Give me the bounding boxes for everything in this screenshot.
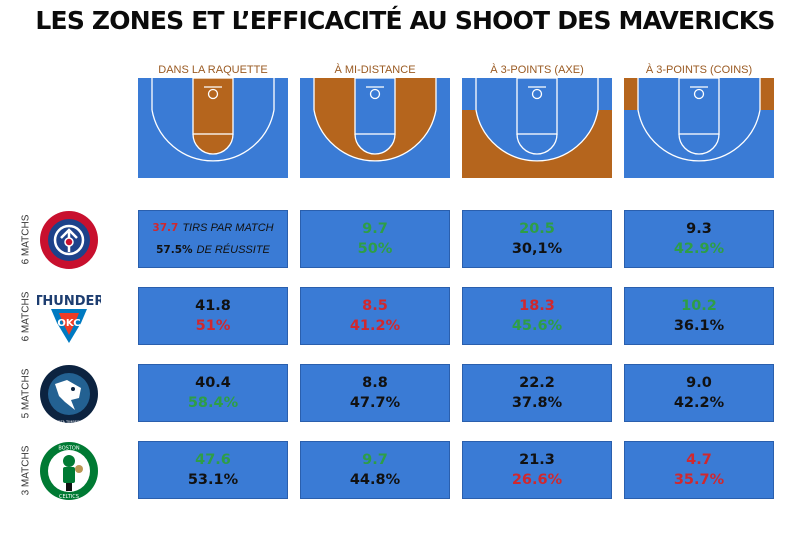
pct-value: 53.1%: [187, 472, 239, 488]
shots-value: 4.7: [686, 452, 712, 468]
shots-value: 22.2: [519, 375, 555, 391]
pct-value: 30,1%: [511, 241, 563, 257]
court-diagram-three-corners: [624, 78, 774, 178]
shots-value: 8.8: [362, 375, 388, 391]
stat-cell: 9.0 42.2%: [624, 364, 774, 422]
stat-cell: 9.7 50%: [300, 210, 450, 268]
shots-value: 40.4: [195, 375, 231, 391]
shots-value: 20.5: [519, 221, 555, 237]
shots-value: 10.2: [681, 298, 717, 314]
legend-shots-label: TIRS PAR MATCH: [182, 222, 274, 234]
stat-cell: 22.2 37.8%: [462, 364, 612, 422]
row-matches-label: 5 MATCHS: [20, 368, 32, 419]
legend-shots-line: 37.7 TIRS PAR MATCH: [152, 217, 273, 239]
court-diagram-three-axis: [462, 78, 612, 178]
pct-value: 37.8%: [511, 395, 563, 411]
pct-value: 44.8%: [349, 472, 401, 488]
court-diagram-midrange: [300, 78, 450, 178]
zone-label-three-corners: À 3-POINTS (COINS): [645, 64, 753, 76]
court-diagram-paint: [138, 78, 288, 178]
celtics-wordmark-bottom: CELTICS: [59, 494, 79, 500]
pct-value: 58.4%: [187, 395, 239, 411]
pct-value: 42.2%: [673, 395, 725, 411]
shots-value: 8.5: [362, 298, 388, 314]
stat-cell: 9.3 42.9%: [624, 210, 774, 268]
shots-value: 37.7: [152, 222, 179, 234]
row-matches-label: 3 MATCHS: [20, 445, 32, 496]
stat-cell: 20.5 30,1%: [462, 210, 612, 268]
legend-pct-line: 57.5% DE RÉUSSITE: [156, 239, 270, 261]
stat-cell: 18.3 45.6%: [462, 287, 612, 345]
zone-label-three-axis: À 3-POINTS (AXE): [490, 64, 584, 76]
shots-value: 9.7: [362, 221, 388, 237]
pct-value: 26.6%: [511, 472, 563, 488]
pct-value: 51%: [195, 318, 231, 334]
stat-cell: 8.5 41.2%: [300, 287, 450, 345]
thunder-logo: THUNDER OKC: [34, 285, 104, 349]
thunder-okc-text: OKC: [57, 318, 80, 329]
stat-cell: 40.4 58.4%: [138, 364, 288, 422]
shots-value: 9.0: [686, 375, 712, 391]
pct-value: 57.5%: [156, 244, 193, 256]
stat-cell: 10.2 36.1%: [624, 287, 774, 345]
stat-cell: 47.6 53.1%: [138, 441, 288, 499]
pct-value: 45.6%: [511, 318, 563, 334]
thunder-wordmark: THUNDER: [37, 294, 101, 309]
shots-value: 18.3: [519, 298, 555, 314]
row-matches-label: 6 MATCHS: [20, 291, 32, 342]
page-title: LES ZONES ET L’EFFICACITÉ AU SHOOT DES M…: [35, 6, 775, 35]
shots-value: 9.3: [686, 221, 712, 237]
celtics-wordmark-top: BOSTON: [58, 446, 79, 452]
zone-label-paint: DANS LA RAQUETTE: [158, 64, 268, 76]
timberwolves-logo: MINNESOTA TIMBERWOLVES: [37, 362, 101, 426]
celtics-logo: BOSTON CELTICS: [37, 439, 101, 503]
pct-value: 35.7%: [673, 472, 725, 488]
pct-value: 50%: [357, 241, 393, 257]
zone-label-midrange: À MI-DISTANCE: [334, 64, 416, 76]
pct-value: 47.7%: [349, 395, 401, 411]
clippers-logo: [37, 208, 101, 272]
shots-value: 41.8: [195, 298, 231, 314]
pct-value: 36.1%: [673, 318, 725, 334]
shots-value: 21.3: [519, 452, 555, 468]
stat-cell: 8.8 47.7%: [300, 364, 450, 422]
timberwolves-wordmark: MINNESOTA TIMBERWOLVES: [44, 420, 96, 424]
pct-value: 42.9%: [673, 241, 725, 257]
stat-cell: 21.3 26.6%: [462, 441, 612, 499]
stat-cell: 9.7 44.8%: [300, 441, 450, 499]
legend-pct-label: DE RÉUSSITE: [196, 244, 270, 256]
stat-cell: 37.7 TIRS PAR MATCH 57.5% DE RÉUSSITE: [138, 210, 288, 268]
row-matches-label: 6 MATCHS: [20, 214, 32, 265]
shots-value: 47.6: [195, 452, 231, 468]
shots-value: 9.7: [362, 452, 388, 468]
stat-cell: 4.7 35.7%: [624, 441, 774, 499]
stat-cell: 41.8 51%: [138, 287, 288, 345]
pct-value: 41.2%: [349, 318, 401, 334]
